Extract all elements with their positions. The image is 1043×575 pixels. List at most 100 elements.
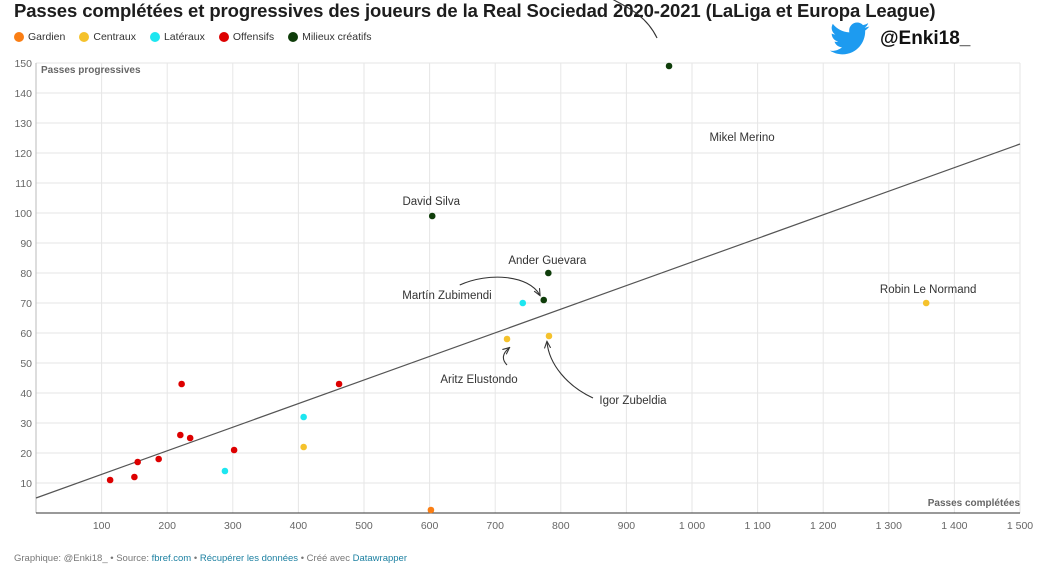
y-axis-title: Passes progressives — [41, 65, 141, 76]
legend-item-milieux-creatifs: Milieux créatifs — [288, 31, 372, 43]
data-point — [134, 458, 141, 466]
data-point — [545, 332, 553, 340]
grid — [36, 62, 1021, 513]
data-point — [131, 473, 138, 481]
player-annotation: Robin Le Normand — [880, 284, 977, 296]
x-tick-label: 1 500 — [1007, 520, 1033, 532]
legend-item-lateraux: Latéraux — [149, 31, 205, 43]
x-tick-label: 600 — [421, 520, 439, 532]
x-tick-label: 1 300 — [876, 520, 902, 532]
footer: Graphique: @Enki18_ • Source: fbref.com … — [14, 553, 407, 564]
chart-title: Passes complétées et progressives des jo… — [14, 0, 936, 21]
y-tick-label: 130 — [14, 118, 32, 130]
trendline — [35, 143, 1021, 499]
data-point — [427, 506, 435, 514]
x-tick-label: 500 — [355, 520, 373, 532]
data-point — [221, 467, 229, 475]
y-tick-label: 60 — [20, 328, 32, 340]
x-tick-label: 1 400 — [941, 520, 967, 532]
player-annotation: Aritz Elustondo — [440, 374, 517, 386]
data-point — [155, 455, 162, 463]
player-annotation: Igor Zubeldia — [599, 395, 667, 407]
data-point — [540, 296, 548, 304]
data-point — [106, 476, 114, 484]
twitter-bird-icon — [830, 22, 870, 55]
y-tick-label: 100 — [14, 208, 32, 220]
annotation-arrow — [547, 342, 594, 399]
arrow-path — [503, 348, 509, 366]
legend-label: Gardien — [28, 31, 66, 43]
legend-item-centraux: Centraux — [79, 31, 136, 43]
axes: 10 20 30 40 50 60 70 80 90 100 110 120 130 140 150 100 2… — [14, 58, 1033, 532]
y-tick-label: 20 — [20, 448, 32, 460]
annotation-arrow — [503, 348, 509, 366]
y-tick-label: 10 — [20, 478, 32, 490]
y-tick-label: 90 — [20, 238, 32, 250]
footer-prefix: Graphique: @Enki18_ • Source: — [14, 553, 152, 564]
legend-swatch-milieux-creatifs — [288, 32, 299, 42]
x-tick-label: 300 — [224, 520, 242, 532]
annotation-arrow — [459, 276, 540, 295]
legend-item-offensifs: Offensifs — [218, 31, 275, 43]
x-tick-label: 800 — [552, 520, 570, 532]
legend: Gardien Centraux Latéraux Offensifs Mili… — [14, 31, 372, 43]
footer-separator: • Créé avec — [298, 553, 353, 564]
arrow-path — [459, 276, 540, 295]
y-tick-label: 40 — [20, 388, 32, 400]
twitter-handle: @Enki18_ — [880, 28, 971, 49]
footer-separator: • — [191, 553, 200, 564]
twitter-credit: @Enki18_ — [830, 22, 970, 56]
trendline-layer — [35, 143, 1021, 499]
legend-swatch-lateraux — [149, 32, 160, 42]
data-point — [922, 299, 930, 307]
player-annotation: David Silva — [402, 196, 460, 208]
datawrapper-link[interactable]: Datawrapper — [352, 553, 407, 564]
legend-swatch-centraux — [79, 32, 90, 42]
data-point — [186, 434, 194, 442]
data-point — [519, 299, 527, 307]
y-tick-label: 70 — [20, 298, 32, 310]
arrow-path — [547, 342, 594, 399]
x-tick-label: 100 — [93, 520, 111, 532]
x-tick-label: 400 — [290, 520, 308, 532]
data-point — [178, 380, 185, 388]
data-point — [335, 380, 343, 388]
legend-swatch-offensifs — [218, 32, 229, 42]
legend-item-gardien: Gardien — [14, 31, 65, 43]
annotations-layer: Mikel Merino David Silva Ander Guevara Mart… — [402, 0, 976, 407]
data-point — [300, 413, 307, 421]
data-point — [545, 269, 552, 277]
legend-label: Milieux créatifs — [302, 31, 372, 43]
player-annotation: Martín Zubimendi — [402, 290, 491, 302]
y-tick-label: 120 — [14, 148, 32, 160]
x-tick-label: 900 — [618, 520, 636, 532]
data-point — [503, 335, 511, 343]
x-tick-label: 1 100 — [744, 520, 770, 532]
x-tick-label: 1 200 — [810, 520, 836, 532]
legend-label: Offensifs — [232, 31, 275, 43]
legend-label: Centraux — [93, 31, 136, 43]
data-point — [230, 446, 238, 454]
y-tick-label: 50 — [20, 358, 32, 370]
player-annotation: Mikel Merino — [709, 132, 774, 144]
data-point — [300, 443, 307, 451]
x-tick-label: 200 — [158, 520, 176, 532]
legend-label: Latéraux — [163, 31, 205, 43]
y-tick-label: 140 — [14, 88, 32, 100]
player-annotation: Ander Guevara — [508, 255, 587, 267]
legend-swatch-gardien — [14, 32, 24, 42]
y-tick-label: 150 — [14, 58, 32, 70]
y-tick-label: 30 — [20, 418, 32, 430]
x-tick-label: 700 — [486, 520, 504, 532]
annotation-arrow — [603, 0, 658, 39]
download-data-link[interactable]: Récupérer les données — [199, 553, 299, 564]
y-tick-label: 80 — [20, 268, 32, 280]
data-point — [665, 62, 673, 70]
x-axis-title: Passes complétées — [928, 498, 1021, 509]
points-layer — [106, 62, 930, 514]
x-tick-label: 1 000 — [679, 520, 705, 532]
data-point — [177, 431, 184, 439]
source-link[interactable]: fbref.com — [151, 553, 192, 564]
data-point — [428, 212, 436, 220]
